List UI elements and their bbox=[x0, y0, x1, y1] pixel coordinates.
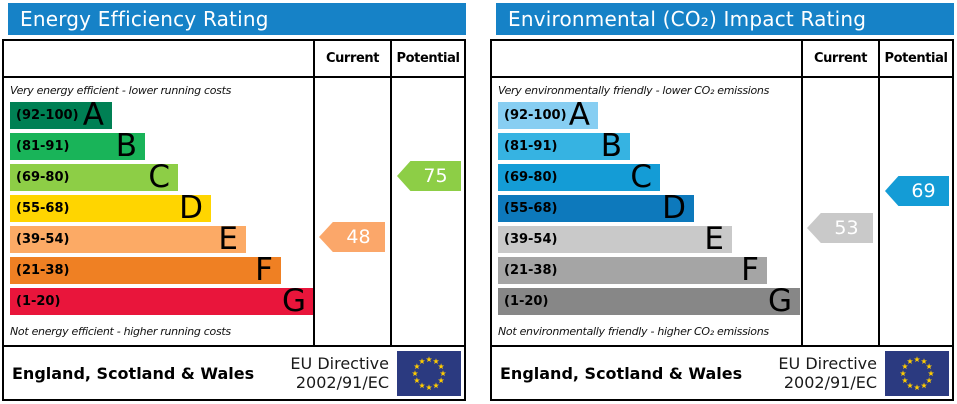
environmental-rating-table: Current Potential Very environmentally f… bbox=[490, 39, 954, 401]
current-rating-arrow: 53 bbox=[807, 213, 873, 243]
band-letter: E bbox=[218, 221, 238, 257]
energy-table-footer: England, Scotland & Wales EU Directive 2… bbox=[4, 345, 464, 399]
band-letter: C bbox=[630, 159, 652, 195]
current-column-header: Current bbox=[801, 41, 878, 76]
band-b: (81-91) B bbox=[498, 128, 630, 164]
top-note: Very environmentally friendly - lower CO… bbox=[498, 84, 770, 97]
band-d: (55-68) D bbox=[498, 190, 694, 226]
band-letter: A bbox=[82, 97, 104, 133]
environmental-panel-title: Environmental (CO₂) Impact Rating bbox=[508, 7, 867, 31]
top-note: Very energy efficient - lower running co… bbox=[10, 84, 232, 97]
band-letter: D bbox=[179, 190, 203, 226]
band-range: (69-80) bbox=[16, 170, 70, 185]
potential-column-divider bbox=[878, 78, 880, 345]
environmental-rating-body: Very environmentally friendly - lower CO… bbox=[492, 78, 952, 345]
header-spacer bbox=[4, 41, 313, 76]
band-range: (92-100) bbox=[504, 108, 567, 123]
band-letter: F bbox=[741, 252, 759, 288]
environmental-bands: (92-100) A (81-91) B (69-80) C (55-68) D (39… bbox=[498, 97, 952, 319]
band-letter: D bbox=[662, 190, 686, 226]
potential-rating-value: 69 bbox=[911, 180, 936, 202]
eu-directive-line2: 2002/91/EC bbox=[295, 373, 389, 392]
band-letter: E bbox=[704, 221, 724, 257]
band-range: (21-38) bbox=[504, 263, 558, 278]
band-letter: B bbox=[600, 128, 622, 164]
current-rating-value: 48 bbox=[346, 226, 371, 248]
energy-efficiency-panel: Energy Efficiency Rating Current Potenti… bbox=[2, 3, 466, 404]
band-f: (21-38) F bbox=[10, 252, 281, 288]
energy-rating-table: Current Potential Very energy efficient … bbox=[2, 39, 466, 401]
band-range: (81-91) bbox=[504, 139, 558, 154]
potential-column-header: Potential bbox=[878, 41, 952, 76]
band-range: (92-100) bbox=[16, 108, 79, 123]
region-label: England, Scotland & Wales bbox=[12, 363, 255, 383]
band-range: (39-54) bbox=[504, 232, 558, 247]
current-rating-arrow: 48 bbox=[319, 222, 385, 252]
band-d: (55-68) D bbox=[10, 190, 211, 226]
bottom-note: Not environmentally friendly - higher CO… bbox=[498, 325, 769, 338]
band-b: (81-91) B bbox=[10, 128, 145, 164]
bottom-note: Not energy efficient - higher running co… bbox=[10, 325, 231, 338]
energy-title-bar: Energy Efficiency Rating bbox=[8, 3, 466, 35]
band-letter: B bbox=[115, 128, 137, 164]
band-letter: A bbox=[568, 97, 590, 133]
energy-bands: (92-100) A (81-91) B (69-80) C (55-68) D (39… bbox=[10, 97, 464, 319]
environmental-impact-panel: Environmental (CO₂) Impact Rating Curren… bbox=[490, 3, 954, 404]
band-range: (69-80) bbox=[504, 170, 558, 185]
current-column-divider bbox=[313, 78, 315, 345]
eu-directive-line2: 2002/91/EC bbox=[783, 373, 877, 392]
band-range: (55-68) bbox=[504, 201, 558, 216]
band-e: (39-54) E bbox=[10, 221, 246, 257]
eu-directive-label: EU Directive 2002/91/EC bbox=[778, 354, 877, 392]
eu-directive-line1: EU Directive bbox=[778, 353, 877, 373]
environmental-table-footer: England, Scotland & Wales EU Directive 2… bbox=[492, 345, 952, 399]
band-a: (92-100) A bbox=[498, 97, 598, 133]
eu-flag-icon bbox=[397, 350, 461, 396]
band-range: (81-91) bbox=[16, 139, 70, 154]
environmental-table-header: Current Potential bbox=[492, 41, 952, 78]
band-range: (1-20) bbox=[504, 294, 549, 309]
band-range: (1-20) bbox=[16, 294, 61, 309]
eu-directive-label: EU Directive 2002/91/EC bbox=[290, 354, 389, 392]
band-letter: F bbox=[255, 252, 273, 288]
band-f: (21-38) F bbox=[498, 252, 767, 288]
energy-panel-title: Energy Efficiency Rating bbox=[20, 7, 269, 31]
energy-rating-body: Very energy efficient - lower running co… bbox=[4, 78, 464, 345]
band-g: (1-20) G bbox=[498, 283, 800, 319]
current-rating-value: 53 bbox=[834, 217, 859, 239]
band-letter: G bbox=[767, 283, 792, 319]
potential-column-header: Potential bbox=[390, 41, 464, 76]
band-range: (55-68) bbox=[16, 201, 70, 216]
potential-rating-arrow: 75 bbox=[397, 161, 461, 191]
band-range: (39-54) bbox=[16, 232, 70, 247]
environmental-title-bar: Environmental (CO₂) Impact Rating bbox=[496, 3, 954, 35]
potential-column-divider bbox=[390, 78, 392, 345]
band-e: (39-54) E bbox=[498, 221, 732, 257]
potential-rating-arrow: 69 bbox=[885, 176, 949, 206]
current-column-header: Current bbox=[313, 41, 390, 76]
eu-flag-icon bbox=[885, 350, 949, 396]
band-g: (1-20) G bbox=[10, 283, 314, 319]
band-letter: G bbox=[281, 283, 306, 319]
energy-table-header: Current Potential bbox=[4, 41, 464, 78]
header-spacer bbox=[492, 41, 801, 76]
region-label: England, Scotland & Wales bbox=[500, 363, 743, 383]
band-c: (69-80) C bbox=[498, 159, 660, 195]
eu-directive-line1: EU Directive bbox=[290, 353, 389, 373]
band-a: (92-100) A bbox=[10, 97, 112, 133]
band-letter: C bbox=[148, 159, 170, 195]
current-column-divider bbox=[801, 78, 803, 345]
potential-rating-value: 75 bbox=[423, 165, 448, 187]
band-c: (69-80) C bbox=[10, 159, 178, 195]
band-range: (21-38) bbox=[16, 263, 70, 278]
